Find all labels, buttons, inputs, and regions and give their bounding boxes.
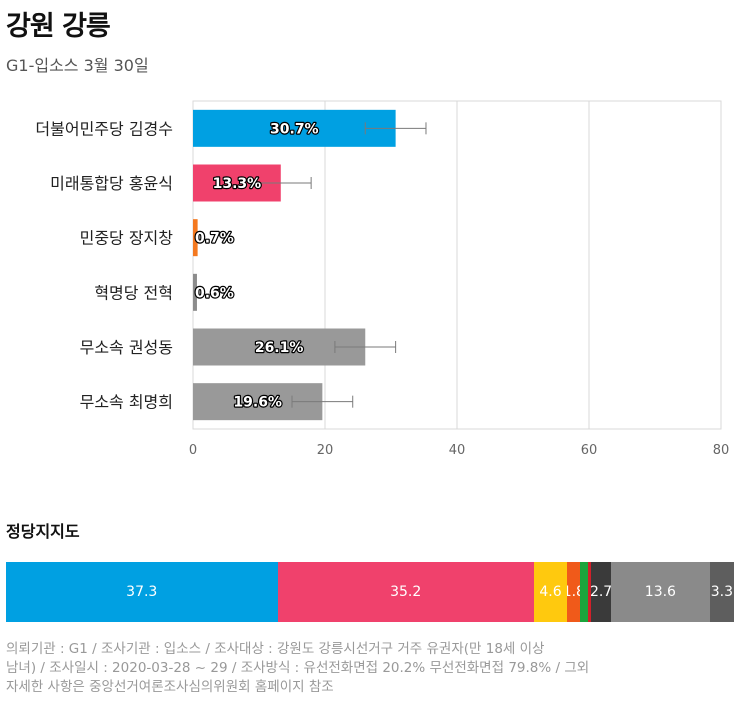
bar: [193, 109, 396, 147]
category-label: 무소속 최명희: [80, 393, 173, 412]
survey-footnote: 의뢰기관 : G1 / 조사기관 : 입소스 / 조사대상 : 강원도 강릉시선…: [6, 640, 726, 697]
footnote-line-1: 의뢰기관 : G1 / 조사기관 : 입소스 / 조사대상 : 강원도 강릉시선…: [6, 641, 545, 657]
segment-value-label: 37.3: [126, 584, 158, 600]
stack-segment: [580, 562, 588, 622]
stack-segment: 35.2: [277, 562, 534, 622]
x-tick-label: 40: [449, 443, 466, 458]
value-label: 13.3%: [213, 176, 262, 192]
segment-value-label: 3.3: [710, 584, 734, 600]
segment-value-label: 2.7: [591, 584, 611, 600]
x-tick-label: 80: [713, 443, 730, 458]
segment-value-label: 4.6: [539, 584, 562, 600]
stack-segment: [587, 562, 592, 622]
stack-segment: 1.8: [567, 562, 581, 622]
segment-value-label: 35.2: [390, 584, 422, 600]
segment-value-label: 13.6: [644, 584, 676, 600]
category-label: 무소속 권성동: [80, 338, 173, 357]
stack-segment: 2.7: [591, 562, 611, 622]
x-tick-label: 0: [189, 443, 197, 458]
value-label: 0.7%: [195, 231, 234, 247]
stack-segment: 13.6: [610, 562, 710, 622]
category-label: 더불어민주당 김경수: [35, 119, 173, 138]
x-tick-label: 60: [581, 443, 598, 458]
page-subtitle: G1-입소스 3월 30일: [6, 56, 149, 75]
bar: [193, 219, 198, 257]
category-label: 미래통합당 홍윤식: [50, 174, 173, 193]
bar: [193, 273, 197, 311]
stack-segment: 4.6: [533, 562, 568, 622]
footnote-line-3: 자세한 사항은 중앙선거여론조사심의위원회 홈페이지 참조: [6, 679, 334, 695]
value-label: 19.6%: [233, 395, 282, 411]
footnote-line-2: 남녀) / 조사일시 : 2020-03-28 ~ 29 / 조사방식 : 유선…: [6, 660, 590, 676]
x-tick-label: 20: [317, 443, 334, 458]
value-label: 0.6%: [195, 285, 234, 301]
value-label: 26.1%: [255, 340, 304, 356]
stack-segment: 37.3: [6, 562, 278, 622]
value-label: 30.7%: [270, 121, 319, 137]
party-support-title: 정당지지도: [6, 522, 80, 541]
party-support-stacked-bar: 37.3 35.2 4.6 1.8 2.7 13.6 3.3: [6, 562, 734, 622]
category-label: 혁명당 전혁: [94, 283, 173, 302]
segment-value-label: 1.8: [567, 584, 580, 600]
stack-segment: 3.3: [709, 562, 734, 622]
candidate-bar-chart: 0 20 40 60 80 더불어민주당 김경수 30.7% 미래통합당 홍윤식 13.3% 민중…: [35, 100, 730, 458]
page-title: 강원 강릉: [6, 11, 111, 42]
category-label: 민중당 장지창: [80, 229, 174, 248]
